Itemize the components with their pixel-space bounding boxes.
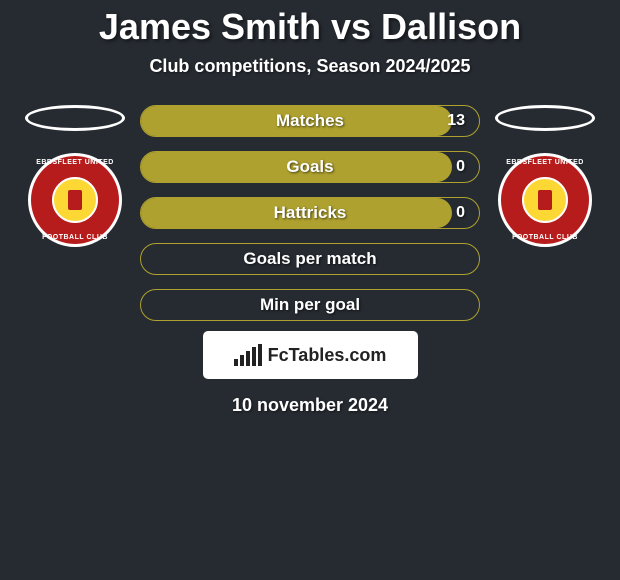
right-player-column: EBBSFLEET UNITED FOOTBALL CLUB xyxy=(490,105,600,247)
stat-label: Hattricks xyxy=(141,203,479,223)
comparison-title: James Smith vs Dallison xyxy=(0,0,620,48)
brand-text: FcTables.com xyxy=(268,345,387,366)
stat-right-value: 13 xyxy=(447,112,465,130)
stat-right-value: 0 xyxy=(456,158,465,176)
right-badge-mark xyxy=(538,190,552,210)
brand-chart-icon xyxy=(234,344,262,366)
comparison-subtitle: Club competitions, Season 2024/2025 xyxy=(0,56,620,77)
stat-right-value: 0 xyxy=(456,204,465,222)
stat-label: Goals per match xyxy=(141,249,479,269)
right-badge-top-text: EBBSFLEET UNITED xyxy=(498,159,592,166)
left-player-column: EBBSFLEET UNITED FOOTBALL CLUB xyxy=(20,105,130,247)
left-badge-top-text: EBBSFLEET UNITED xyxy=(28,159,122,166)
stat-row: Goals0 xyxy=(140,151,480,183)
stat-label: Goals xyxy=(141,157,479,177)
generation-date: 10 november 2024 xyxy=(0,395,620,416)
stat-row: Matches13 xyxy=(140,105,480,137)
stat-row: Min per goal xyxy=(140,289,480,321)
stat-row: Hattricks0 xyxy=(140,197,480,229)
stat-row: Goals per match xyxy=(140,243,480,275)
stat-label: Min per goal xyxy=(141,295,479,315)
left-player-ring xyxy=(25,105,125,131)
left-club-badge: EBBSFLEET UNITED FOOTBALL CLUB xyxy=(28,153,122,247)
brand-logo-box: FcTables.com xyxy=(203,331,418,379)
right-badge-bottom-text: FOOTBALL CLUB xyxy=(498,234,592,241)
left-badge-bottom-text: FOOTBALL CLUB xyxy=(28,234,122,241)
stats-column: Matches13Goals0Hattricks0Goals per match… xyxy=(140,105,480,321)
right-player-ring xyxy=(495,105,595,131)
right-club-badge: EBBSFLEET UNITED FOOTBALL CLUB xyxy=(498,153,592,247)
comparison-body: EBBSFLEET UNITED FOOTBALL CLUB Matches13… xyxy=(0,105,620,321)
left-badge-mark xyxy=(68,190,82,210)
stat-label: Matches xyxy=(141,111,479,131)
